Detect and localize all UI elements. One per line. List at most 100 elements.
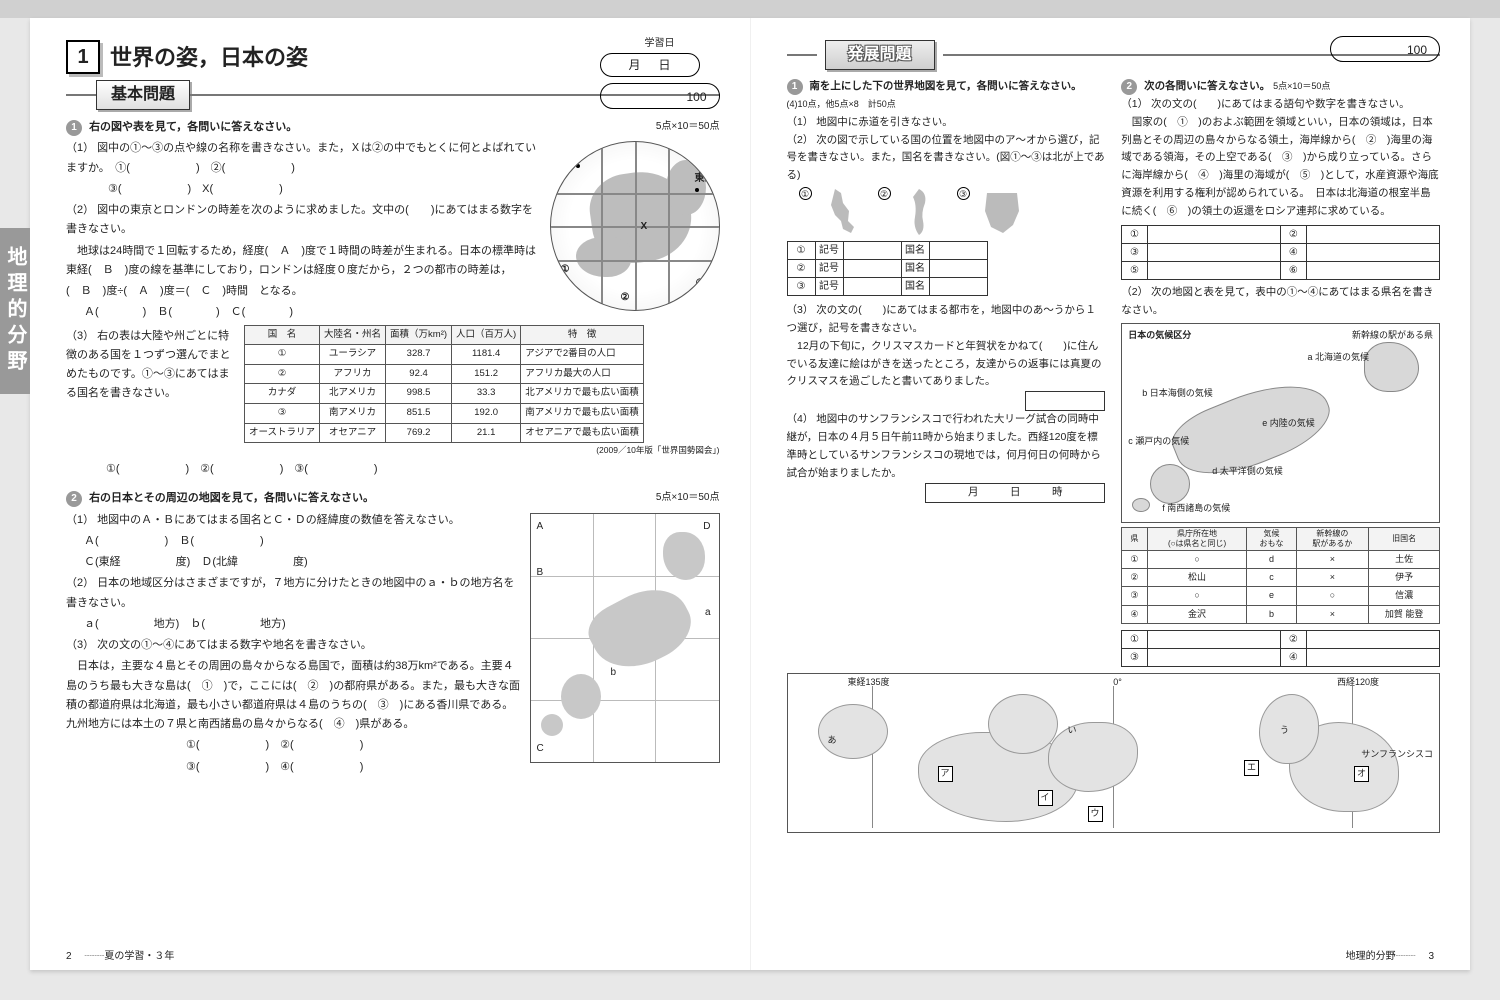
- clim-e: e 内陸の気候: [1262, 416, 1315, 431]
- rq1-s2: （2） 次の図で示している国の位置を地図中のア～オから選び，記号を書きなさい。ま…: [787, 132, 1106, 186]
- rq1-s4: （4） 地図中のサンフランシスコで行われた大リーグ試合の同時中継が，日本の４月５…: [787, 411, 1106, 482]
- jm-A: A: [537, 518, 544, 536]
- window-top-bar: [0, 0, 1500, 18]
- q1-lead: 右の図や表を見て，各問いに答えなさい。: [89, 121, 297, 133]
- jm-b: b: [611, 664, 617, 682]
- japan-climate-map: 日本の気候区分 新幹線の駅がある県 a 北海道の気候 b 日本海側の気候 c 瀬…: [1121, 323, 1440, 523]
- left-page: 地理的分野 学習日 月 日 100 1 世界の姿，日本の姿 基本問題 1 右の図…: [30, 18, 751, 970]
- shinkansen-label: 新幹線の駅がある県: [1352, 328, 1433, 343]
- globe-c2: ②: [621, 289, 630, 307]
- left-page-num: 2: [66, 951, 72, 962]
- map-ii: い: [1068, 724, 1077, 738]
- q2-block: 2 右の日本とその周辺の地図を見て，各問いに答えなさい。 5点×10＝50点 A…: [66, 489, 720, 777]
- right-col-2: 2 次の各問いに答えなさい。 5点×10＝50点 （1） 次の文の( )にあては…: [1121, 78, 1440, 667]
- right-footer-text: 地理的分野: [1346, 951, 1396, 962]
- right-columns: 1 南を上にした下の世界地図を見て，各問いに答えなさい。 (4)10点，他5点×…: [787, 78, 1441, 667]
- globe-c1: ①: [561, 261, 570, 279]
- advanced-header: 発展問題 100: [787, 40, 1441, 70]
- jm-B: B: [537, 564, 544, 582]
- rq1-s4-answer-box: 月 日 時: [925, 483, 1105, 503]
- rq1-points: (4)10点，他5点×8 計50点: [787, 99, 896, 109]
- table-source: (2009／10年版「世界国勢図会」): [244, 443, 720, 458]
- map-e: エ: [1244, 760, 1259, 776]
- rq2-answer-grid-2: ①②③④: [1121, 630, 1440, 667]
- map-u: ウ: [1088, 806, 1103, 822]
- q2-number-icon: 2: [66, 491, 82, 507]
- continent-table: 国 名大陸名・州名面積（万km²)人口（百万人)特 徴①ユーラシア328.711…: [244, 325, 644, 444]
- month-label: 月: [628, 56, 640, 74]
- rq1-s3b: 12月の下旬に，クリスマスカードと年賀状をかねて( )に住んでいる友達に絵はがき…: [787, 338, 1106, 392]
- rq2-lead: 次の各問いに答えなさい。: [1144, 80, 1270, 92]
- rq2-body: 国家の( ① )のおよぶ範囲を領域といい，日本の領域は，日本列島とその周辺の島々…: [1121, 114, 1440, 221]
- study-date-label: 学習日: [600, 36, 720, 51]
- q1-number-icon: 1: [66, 120, 82, 136]
- rq2-points: 5点×10＝50点: [1273, 81, 1330, 91]
- date-pill: 月 日: [600, 53, 700, 77]
- jm-a: a: [705, 604, 711, 622]
- country-shape-3-icon: [982, 187, 1024, 237]
- map-sf: サンフランシスコ: [1361, 748, 1433, 762]
- jm-C: C: [537, 740, 544, 758]
- globe-london-label: ロンドン: [557, 144, 597, 162]
- country-lbl-1: ①: [799, 187, 812, 200]
- rq1-s3: （3） 次の文の( )にあてはまる都市を，地図中のあ～うから１つ選び，記号を書き…: [787, 302, 1106, 338]
- score-pill-left: 100: [600, 83, 720, 109]
- globe-x-label: X: [641, 218, 648, 236]
- rq2-s1: （1） 次の文の( )にあてはまる語句や数字を書きなさい。: [1121, 96, 1440, 114]
- rq2-s2: （2） 次の地図と表を見て，表中の①～④にあてはまる県名を書きなさい。: [1121, 284, 1440, 320]
- q1-block: 1 右の図や表を見て，各問いに答えなさい。 5点×10＝50点 ロンドン 東京 …: [66, 118, 720, 479]
- clim-a: a 北海道の気候: [1307, 350, 1369, 365]
- japan-map-figure: A D a b C B: [530, 513, 720, 763]
- left-footer: 2 ┈┈夏の学習・３年: [66, 949, 174, 964]
- clim-f: f 南西諸島の気候: [1162, 501, 1230, 516]
- unit-number-box: 1: [66, 40, 100, 74]
- q1-s3ans: ①( ) ②( ) ③( ): [66, 460, 720, 479]
- country-lbl-2: ②: [878, 187, 891, 200]
- advanced-section-title: 発展問題: [825, 40, 935, 70]
- unit-title: 世界の姿，日本の姿: [110, 41, 308, 74]
- map-aa: あ: [828, 734, 837, 748]
- rq2-number-icon: 2: [1121, 79, 1137, 95]
- map-o: オ: [1354, 766, 1369, 782]
- study-date-box: 学習日 月 日 100: [600, 36, 720, 109]
- climate-title: 日本の気候区分: [1128, 328, 1191, 343]
- rq2-answer-grid-1: ①②③④⑤⑥: [1121, 225, 1440, 280]
- map-uu: う: [1280, 724, 1289, 738]
- clim-b: b 日本海側の気候: [1142, 386, 1213, 401]
- right-col-1: 1 南を上にした下の世界地図を見て，各問いに答えなさい。 (4)10点，他5点×…: [787, 78, 1106, 667]
- globe-figure: ロンドン 東京 X ① ② ③: [550, 141, 720, 311]
- q2-lead: 右の日本とその周辺の地図を見て，各問いに答えなさい。: [89, 492, 374, 504]
- page-spread: 地理的分野 学習日 月 日 100 1 世界の姿，日本の姿 基本問題 1 右の図…: [30, 18, 1470, 970]
- subject-side-tab: 地理的分野: [0, 228, 30, 394]
- map-a: ア: [938, 766, 953, 782]
- map-i: イ: [1038, 790, 1053, 806]
- q2-points: 5点×10＝50点: [656, 489, 720, 507]
- globe-tokyo-label: 東京: [695, 170, 715, 188]
- globe-c3: ③: [696, 275, 705, 293]
- clim-c: c 瀬戸内の気候: [1128, 434, 1189, 449]
- right-page: 発展問題 100 1 南を上にした下の世界地図を見て，各問いに答えなさい。 (4…: [751, 18, 1471, 970]
- lon135: 東経135度: [848, 676, 890, 690]
- rq1-s3-answer-box: [1025, 391, 1105, 411]
- prefecture-table: 県県庁所在地(○は県名と同じ)気候おもな新幹線の駅があるか旧国名①○d×土佐②松…: [1121, 527, 1440, 623]
- rq1-s1: （1） 地図中に赤道を引きなさい。: [787, 114, 1106, 132]
- country-shape-2-icon: [903, 187, 945, 237]
- inverted-world-map: 東経135度 0° 西経120度 あ ア イ ウ い エ う オ サンフランシス…: [787, 673, 1441, 833]
- country-shape-1-icon: [824, 187, 866, 237]
- score-pill-right: 100: [1330, 36, 1440, 62]
- jm-D: D: [703, 518, 710, 536]
- rq1-answer-table: ①記号国名②記号国名③記号国名: [787, 241, 988, 296]
- day-label: 日: [659, 56, 671, 74]
- left-footer-text: 夏の学習・３年: [104, 951, 174, 962]
- rq1-lead: 南を上にした下の世界地図を見て，各問いに答えなさい。: [809, 80, 1081, 92]
- country-lbl-3: ③: [957, 187, 970, 200]
- basic-section-title: 基本問題: [96, 80, 190, 110]
- q1-points: 5点×10＝50点: [656, 118, 720, 136]
- right-footer: 地理的分野┈┈ 3: [1346, 949, 1434, 964]
- rq1-number-icon: 1: [787, 79, 803, 95]
- clim-d: d 太平洋側の気候: [1212, 464, 1283, 479]
- lon120w: 西経120度: [1337, 676, 1379, 690]
- lon0: 0°: [1113, 676, 1122, 690]
- q1-s3: （3） 右の表は大陸や州ごとに特徴のある国を１つずつ選んでまとめたものです。①～…: [66, 327, 236, 404]
- right-page-num: 3: [1428, 951, 1434, 962]
